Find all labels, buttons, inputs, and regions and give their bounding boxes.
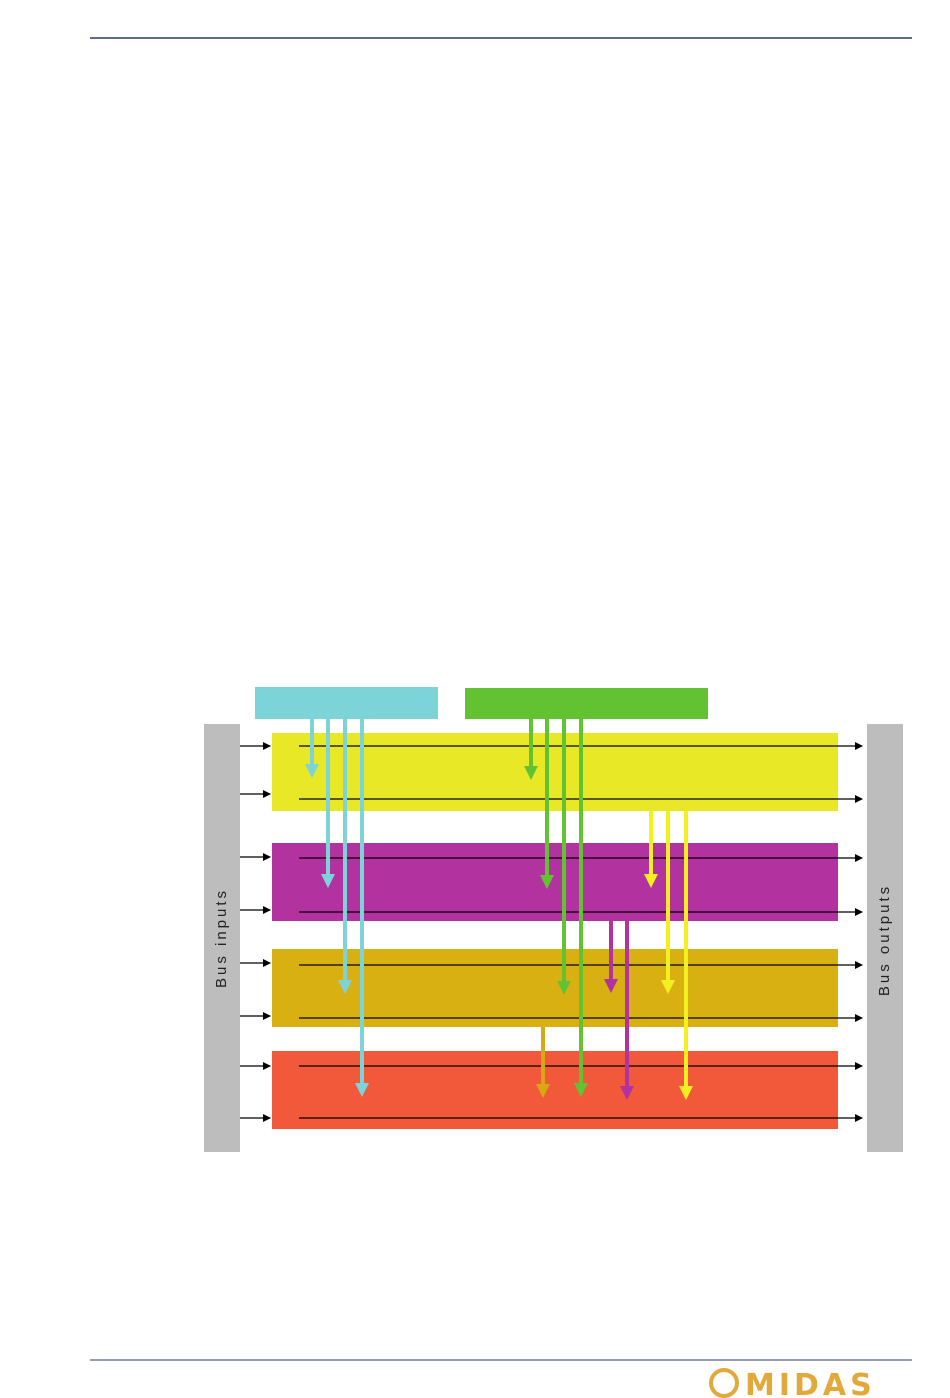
logo: MIDAS <box>709 1368 876 1398</box>
source-cyan <box>255 687 438 719</box>
send-arrowhead <box>644 874 658 888</box>
send-arrowhead <box>620 1086 634 1100</box>
send-arrowhead <box>355 1083 369 1097</box>
bus-outputs-bar <box>867 724 903 1152</box>
band-magenta <box>272 843 838 921</box>
send-arrowhead <box>661 980 675 994</box>
send-arrowhead <box>338 980 352 994</box>
send-arrowhead <box>540 875 554 889</box>
bus-inputs-label: Bus inputs <box>213 888 230 988</box>
send-arrowhead <box>524 766 538 780</box>
source-green <box>465 688 708 719</box>
send-arrowhead <box>321 874 335 888</box>
logo-mark <box>709 1368 739 1398</box>
bus-inputs-bar <box>204 724 240 1152</box>
logo-text: MIDAS <box>745 1368 876 1398</box>
band-red <box>272 1051 838 1129</box>
send-arrowhead <box>604 979 618 993</box>
send-arrowhead <box>557 981 571 995</box>
send-arrowhead <box>679 1086 693 1100</box>
bus-outputs-label: Bus outputs <box>876 884 893 996</box>
send-arrowhead <box>574 1083 588 1097</box>
send-arrowhead <box>536 1084 550 1098</box>
bus-diagram: Bus inputs Bus outputs <box>204 687 903 1152</box>
band-gold <box>272 949 838 1027</box>
send-arrowhead <box>305 764 319 778</box>
